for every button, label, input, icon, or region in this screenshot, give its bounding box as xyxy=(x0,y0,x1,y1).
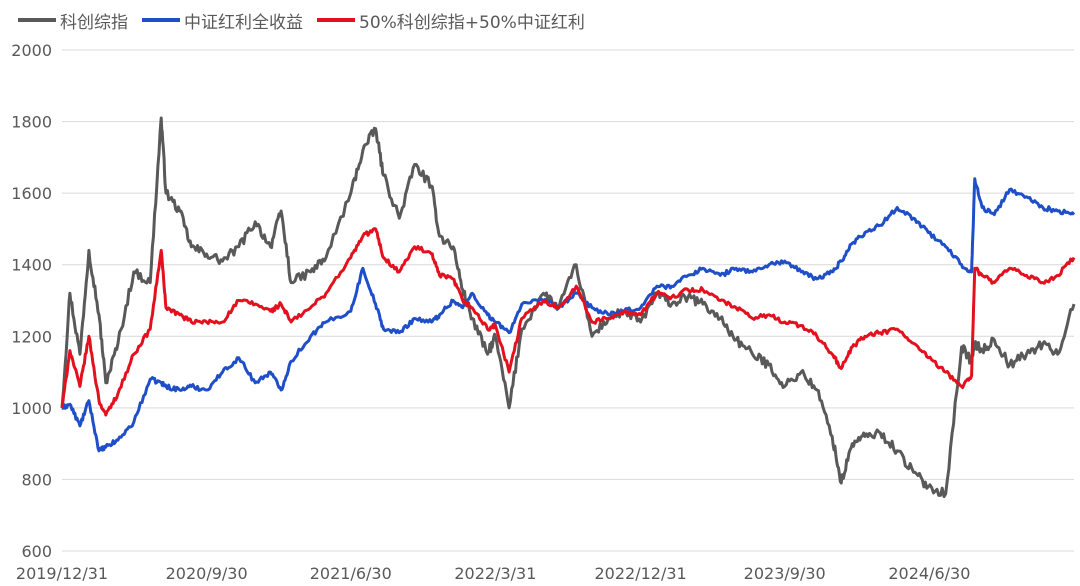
y-tick-label: 1200 xyxy=(11,327,52,346)
x-axis-ticks: 2019/12/31 2020/9/30 2021/6/30 2022/3/31 202… xyxy=(16,564,970,583)
y-tick-label: 1400 xyxy=(11,256,52,275)
y-tick-label: 1000 xyxy=(11,399,52,418)
x-tick-label: 2020/9/30 xyxy=(166,564,248,583)
x-tick-label: 2022/12/31 xyxy=(594,564,686,583)
x-tick-label: 2024/6/30 xyxy=(888,564,970,583)
gridlines xyxy=(62,49,1074,480)
y-tick-label: 800 xyxy=(21,470,52,489)
x-tick-label: 2023/9/30 xyxy=(744,564,826,583)
legend-label-kechuang: 科创综指 xyxy=(60,12,128,33)
legend-item-blend: 50%科创综指+50%中证红利 xyxy=(317,8,585,33)
legend-swatch-hongli xyxy=(142,18,180,22)
legend-item-kechuang: 科创综指 xyxy=(18,8,128,33)
x-tick-label: 2022/3/31 xyxy=(454,564,536,583)
y-axis-ticks: 600 800 1000 1200 1400 1600 1800 2000 xyxy=(11,41,52,561)
y-tick-label: 1600 xyxy=(11,184,52,203)
y-tick-label: 2000 xyxy=(11,41,52,60)
legend: 科创综指 中证红利全收益 50%科创综指+50%中证红利 xyxy=(18,8,599,33)
legend-swatch-kechuang xyxy=(18,18,56,22)
series-line-2 xyxy=(61,177,1076,453)
series-line-3 xyxy=(60,227,1076,417)
legend-swatch-blend xyxy=(317,18,355,22)
y-tick-label: 600 xyxy=(21,542,52,561)
legend-label-hongli: 中证红利全收益 xyxy=(184,12,303,33)
legend-label-blend: 50%科创综指+50%中证红利 xyxy=(359,12,585,33)
x-tick-label: 2019/12/31 xyxy=(16,564,108,583)
series-line-1 xyxy=(60,116,1076,499)
y-tick-label: 1800 xyxy=(11,113,52,132)
series-lines xyxy=(60,116,1076,499)
x-tick-label: 2021/6/30 xyxy=(310,564,392,583)
legend-item-hongli: 中证红利全收益 xyxy=(142,8,303,33)
